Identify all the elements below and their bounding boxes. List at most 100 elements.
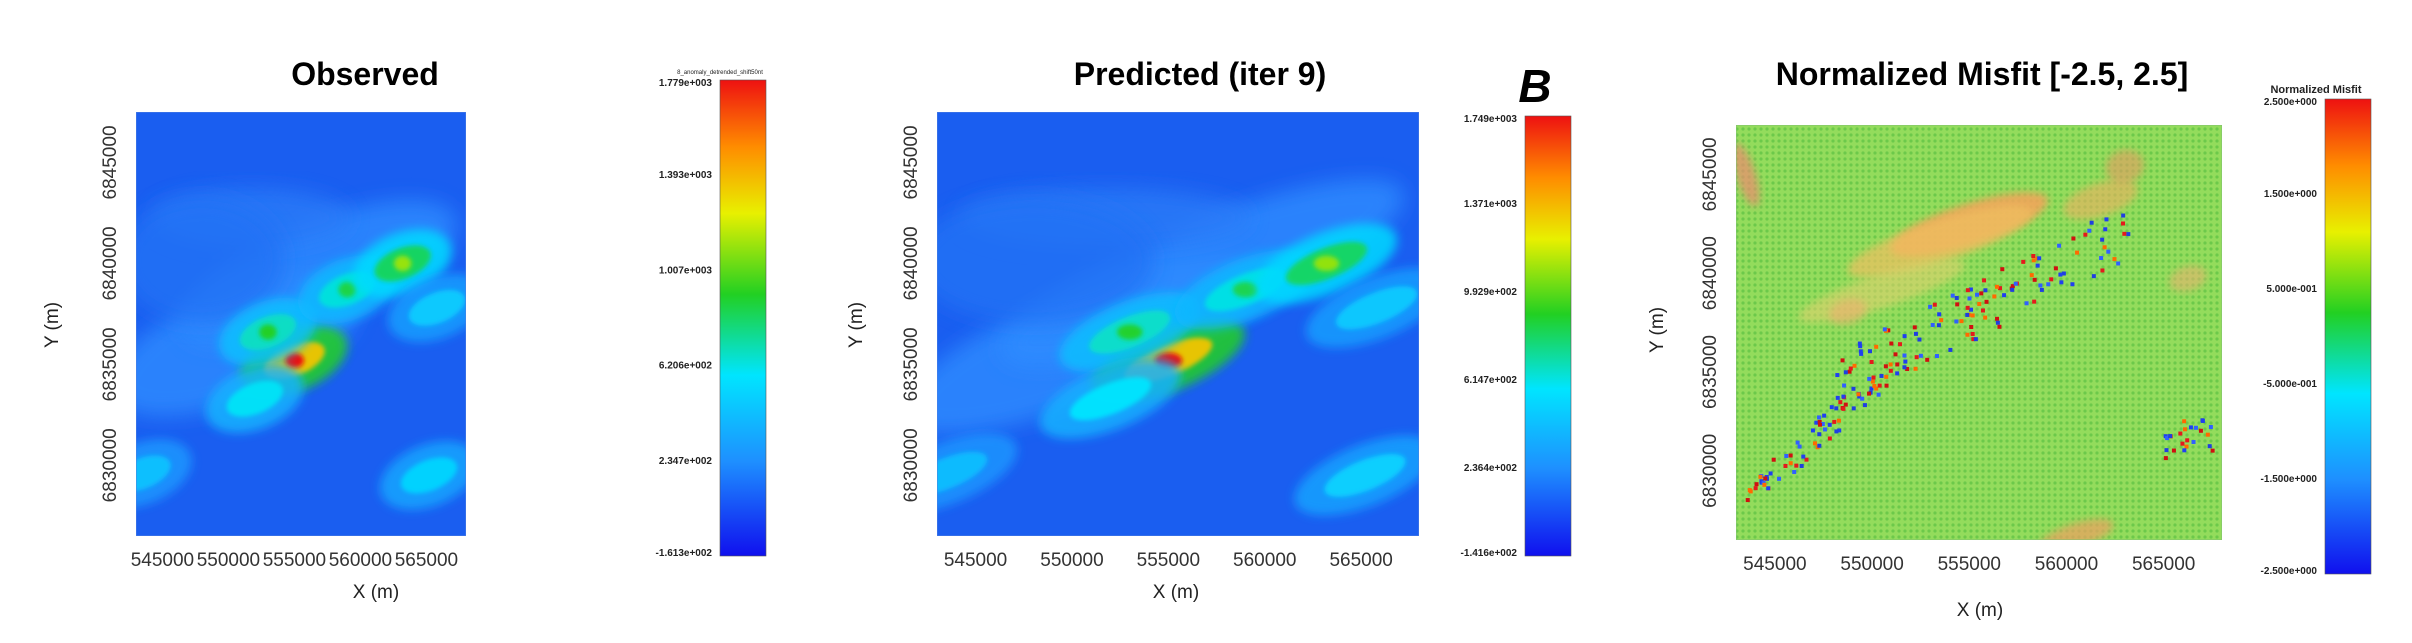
misfit-residual-dot xyxy=(1876,392,1881,397)
misfit-residual-dot xyxy=(1965,305,1970,310)
misfit-residual-dot xyxy=(2112,257,2117,262)
misfit-residual-dot xyxy=(2183,427,2188,432)
y-tick-label: 6830000 xyxy=(100,428,121,502)
misfit-residual-dot xyxy=(1898,342,1903,347)
y-tick-label: 6845000 xyxy=(1700,137,1721,211)
misfit-residual-dot xyxy=(1852,363,1857,368)
misfit-residual-dot xyxy=(2010,284,2015,289)
misfit-residual-dot xyxy=(1902,353,1907,358)
misfit-residual-dot xyxy=(1829,405,1834,410)
misfit-residual-dot xyxy=(1969,307,1974,312)
misfit-residual-dot xyxy=(1763,476,1768,481)
misfit-residual-dot xyxy=(1995,320,2000,325)
y-tick-label: 6830000 xyxy=(901,428,922,502)
misfit-residual-dot xyxy=(1950,293,1955,298)
misfit-residual-dot xyxy=(1753,486,1758,491)
misfit-residual-dot xyxy=(2102,245,2107,250)
colorbar-tick-label: 9.929e+002 xyxy=(1464,287,1518,298)
anomaly-peak xyxy=(393,255,412,272)
misfit-residual-dot xyxy=(1954,319,1959,324)
misfit-background xyxy=(1736,125,2222,540)
misfit-residual-dot xyxy=(2164,448,2169,453)
anomaly-core xyxy=(408,289,466,326)
misfit-residual-dot xyxy=(1905,366,1910,371)
anomaly-core xyxy=(1335,286,1418,330)
observed-x-axis-label: X (m) xyxy=(353,582,399,603)
misfit-residual-dot xyxy=(2089,220,2094,225)
misfit-residual-dot xyxy=(1804,457,1809,462)
misfit-residual-dot xyxy=(2106,249,2111,254)
misfit-residual-dot xyxy=(1784,453,1789,458)
misfit-residual-dot xyxy=(1884,383,1889,388)
observed-heatmap xyxy=(136,112,466,536)
misfit-x-axis-label: X (m) xyxy=(1957,600,2003,621)
misfit-residual-dot xyxy=(1871,375,1876,380)
heatmap-regional-high xyxy=(136,196,285,324)
misfit-residual-dot xyxy=(1925,357,1930,362)
misfit-residual-dot xyxy=(2057,243,2062,248)
misfit-residual-dot xyxy=(1928,304,1933,309)
panel-title-observed: Observed xyxy=(291,56,439,92)
misfit-residual-dot xyxy=(1851,386,1856,391)
misfit-residual-dot xyxy=(1959,319,1964,324)
x-tick-label: 565000 xyxy=(2132,554,2195,575)
misfit-residual-dot xyxy=(1847,369,1852,374)
misfit-residual-dot xyxy=(1867,349,1872,354)
misfit-residual-dot xyxy=(2178,431,2183,436)
misfit-residual-dot xyxy=(2091,274,2096,279)
y-tick-label: 6840000 xyxy=(1700,236,1721,310)
observed-y-axis-label: Y (m) xyxy=(42,302,63,348)
predicted-y-axis-label: Y (m) xyxy=(846,302,867,348)
misfit-residual-dot xyxy=(1932,302,1937,307)
misfit-residual-dot xyxy=(1914,355,1919,360)
misfit-residual-dot xyxy=(1862,403,1867,408)
misfit-residual-dot xyxy=(2059,280,2064,285)
panel-title-predicted: Predicted (iter 9) xyxy=(1074,56,1327,92)
misfit-positive-zone xyxy=(2105,149,2144,184)
anomaly-peak xyxy=(1117,324,1143,340)
misfit-residual-dot xyxy=(1841,394,1846,399)
misfit-residual-dot xyxy=(1889,341,1894,346)
x-tick-label: 545000 xyxy=(1743,554,1806,575)
misfit-residual-dot xyxy=(1838,400,1843,405)
misfit-residual-dot xyxy=(1867,391,1872,396)
misfit-residual-dot xyxy=(2087,228,2092,233)
misfit-residual-dot xyxy=(2103,227,2108,232)
misfit-residual-dot xyxy=(2165,436,2170,441)
misfit-residual-dot xyxy=(2038,283,2043,288)
misfit-residual-dot xyxy=(2193,425,2198,430)
misfit-residual-dot xyxy=(1930,322,1935,327)
misfit-residual-dot xyxy=(1955,302,1960,307)
colorbar-tick-label: 1.779e+003 xyxy=(659,78,713,89)
misfit-positive-zone xyxy=(2169,265,2207,292)
misfit-residual-dot xyxy=(2039,287,2044,292)
misfit-residual-dot xyxy=(1827,422,1832,427)
misfit-residual-dot xyxy=(1965,332,1970,337)
misfit-residual-dot xyxy=(1979,291,1984,296)
misfit-residual-dot xyxy=(1954,295,1959,300)
misfit-residual-dot xyxy=(2200,418,2205,423)
misfit-residual-dot xyxy=(1994,284,1999,289)
misfit-residual-dot xyxy=(1903,359,1908,364)
x-tick-label: 555000 xyxy=(1938,554,2001,575)
y-tick-label: 6830000 xyxy=(1700,434,1721,508)
misfit-residual-dot xyxy=(1856,392,1861,397)
colorbar-tick-label: 2.347e+002 xyxy=(659,456,713,467)
misfit-residual-dot xyxy=(1967,296,1972,301)
misfit-residual-dot xyxy=(1971,337,1976,342)
misfit-residual-dot xyxy=(1977,301,1982,306)
predicted-x-axis-label: X (m) xyxy=(1153,582,1199,603)
misfit-residual-dot xyxy=(2035,263,2040,268)
misfit-residual-dot xyxy=(1822,427,1827,432)
observed-colorbar-title: 8_anomaly_detrended_shift50nt xyxy=(677,70,763,76)
colorbar-tick-label: 6.206e+002 xyxy=(659,361,713,372)
misfit-residual-dot xyxy=(2029,273,2034,278)
misfit-residual-dot xyxy=(1745,498,1750,503)
misfit-residual-dot xyxy=(1936,323,1941,328)
misfit-residual-dot xyxy=(1799,463,1804,468)
misfit-residual-dot xyxy=(1874,386,1879,391)
colorbar-tick-label: -5.000e-001 xyxy=(2263,379,2317,390)
misfit-residual-dot xyxy=(1832,419,1837,424)
misfit-residual-dot xyxy=(1886,328,1891,333)
misfit-residual-dot xyxy=(1888,362,1893,367)
